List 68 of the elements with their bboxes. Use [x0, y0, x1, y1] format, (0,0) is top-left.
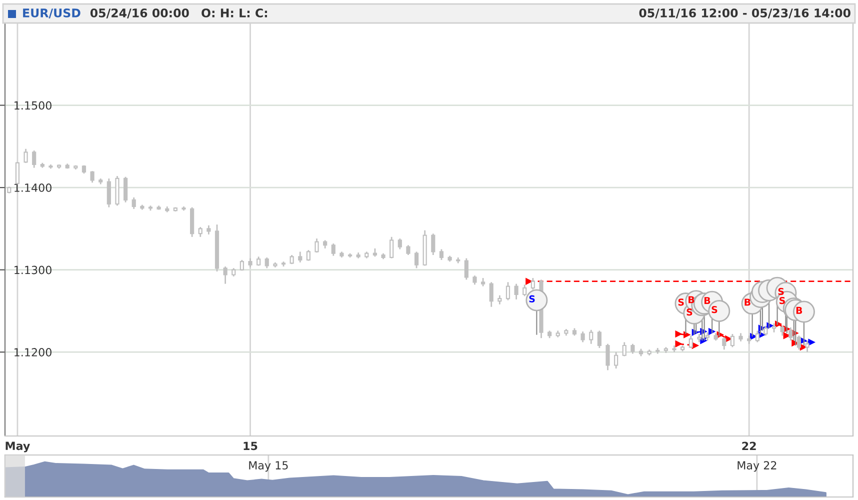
candlestick	[597, 330, 602, 349]
candlestick	[796, 334, 802, 350]
candlestick	[614, 351, 618, 370]
candlestick	[589, 329, 594, 345]
candlestick	[764, 325, 768, 336]
candlestick	[331, 242, 336, 257]
candlestick	[32, 150, 36, 168]
candlestick	[398, 238, 402, 250]
candlestick	[264, 256, 269, 269]
candlestick	[431, 232, 436, 256]
data-label: B	[744, 298, 750, 306]
candlestick	[306, 249, 310, 262]
data-label: B	[704, 297, 710, 304]
data-label: S	[780, 296, 785, 304]
candlestick	[15, 161, 20, 185]
candlestick	[472, 274, 477, 286]
candlestick	[439, 248, 444, 261]
candlestick	[514, 283, 518, 300]
data-label: S	[712, 306, 718, 314]
candlestick	[206, 224, 211, 236]
candlestick	[630, 343, 635, 354]
candlestick	[788, 326, 793, 342]
data-label: S	[778, 288, 784, 296]
candlestick	[132, 196, 136, 210]
candlestick	[464, 258, 468, 280]
candlestick	[805, 340, 810, 353]
candlestick	[622, 342, 626, 357]
candlestick	[314, 238, 319, 254]
candlestick	[248, 258, 252, 268]
candlestick	[772, 322, 776, 334]
candlestick	[722, 336, 726, 350]
data-label: S	[529, 295, 535, 302]
data-label: S	[686, 308, 692, 316]
x-tick-label: 15	[244, 442, 258, 450]
candlestick	[198, 226, 202, 238]
candlestick	[606, 343, 610, 371]
text: O: H: L: C:	[202, 8, 267, 18]
y-tick-label: 1.1300	[14, 266, 52, 274]
candlestick	[223, 266, 228, 284]
candlestick	[688, 334, 693, 349]
chart-title: EUR/USD	[23, 8, 80, 18]
text: 05/11/16 12:00 - 05/23/16 14:00	[639, 8, 850, 18]
text: 05/24/16 00:00	[90, 8, 189, 18]
x-tick-label: 22	[742, 442, 756, 450]
candlestick	[580, 330, 585, 343]
x-tick-label: May	[6, 442, 30, 452]
candlestick	[414, 251, 419, 269]
candlestick	[730, 333, 734, 348]
y-tick-label: 1.1200	[14, 348, 52, 356]
candlestick	[298, 251, 302, 264]
data-label: B	[688, 296, 694, 304]
x-tick-label: May 15	[249, 461, 288, 472]
candlestick	[390, 236, 394, 259]
candlestick	[780, 325, 784, 336]
candlestick	[24, 148, 28, 164]
data-label: S	[678, 298, 684, 306]
candlestick	[489, 281, 494, 308]
candlestick	[406, 244, 410, 256]
candlestick	[755, 330, 760, 343]
x-tick-label: May 22	[738, 461, 776, 472]
candlestick	[506, 281, 510, 301]
candlestick	[106, 178, 111, 208]
candlestick	[90, 170, 94, 184]
candlestick	[124, 176, 128, 204]
y-tick-label: 1.1400	[14, 184, 52, 192]
candlestick	[498, 294, 502, 306]
data-label: B	[796, 306, 802, 314]
y-tick-label: 1.1500	[14, 101, 52, 110]
